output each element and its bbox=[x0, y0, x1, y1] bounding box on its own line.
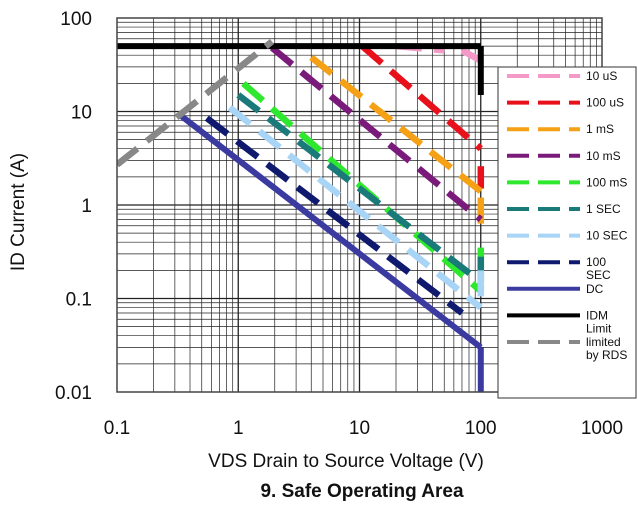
legend-entry: 100 uS bbox=[507, 96, 624, 110]
series-line bbox=[204, 115, 464, 316]
series-line bbox=[236, 92, 483, 285]
series-line bbox=[460, 47, 483, 64]
y-tick-label: 1 bbox=[81, 196, 92, 217]
chart-title: 9. Safe Operating Area bbox=[260, 481, 464, 502]
legend-entry: DC bbox=[507, 282, 604, 296]
legend-label: IDM Limit bbox=[586, 308, 612, 335]
y-tick-label: 0.1 bbox=[66, 290, 92, 311]
x-tick-label: 0.1 bbox=[104, 418, 130, 439]
legend-entry: 1 SEC bbox=[507, 202, 621, 216]
series-line bbox=[359, 43, 483, 152]
series-line bbox=[176, 111, 483, 350]
legend-label: 1 SEC bbox=[586, 202, 621, 216]
series-10-ms bbox=[269, 45, 483, 223]
tick-labels: 0.1 1 10 100 1000 100 10 1 0.1 0.01 bbox=[55, 9, 623, 439]
legend-label: 100 SEC bbox=[586, 255, 611, 282]
series-1-ms bbox=[309, 54, 485, 226]
x-tick-label: 1 bbox=[233, 418, 244, 439]
series-idm-limit bbox=[117, 43, 484, 95]
x-tick-label: 1000 bbox=[581, 418, 623, 439]
series-10-sec bbox=[227, 105, 485, 311]
series-line bbox=[269, 45, 483, 223]
legend-label: 10 mS bbox=[586, 149, 621, 163]
legend-entry: 10 SEC bbox=[507, 229, 628, 243]
legend-entry: 1 mS bbox=[507, 122, 614, 136]
legend-label: 10 uS bbox=[586, 69, 617, 83]
legend-label: 100 mS bbox=[586, 175, 627, 189]
legend-label: 100 uS bbox=[586, 96, 624, 110]
y-tick-label: 10 bbox=[71, 103, 92, 124]
legend-entry: 10 uS bbox=[507, 69, 617, 83]
y-tick-label: 0.01 bbox=[55, 383, 92, 404]
legend-entry: limited by RDS bbox=[507, 335, 627, 362]
y-tick-label: 100 bbox=[60, 9, 92, 30]
legend-entry: IDM Limit bbox=[507, 308, 612, 335]
series-100-sec bbox=[204, 115, 464, 316]
legend-label: 10 SEC bbox=[586, 229, 628, 243]
series-dc bbox=[176, 111, 484, 392]
legend-label: DC bbox=[586, 282, 604, 296]
legend: 10 uS 100 uS 1 mS 10 mS 100 mS 1 SEC 10 SEC 100… bbox=[497, 66, 637, 399]
x-axis-label: VDS Drain to Source Voltage (V) bbox=[208, 451, 484, 472]
legend-entry: 100 mS bbox=[507, 175, 627, 189]
legend-label: limited by RDS bbox=[586, 335, 627, 362]
series-limited-by-rds bbox=[117, 38, 275, 168]
series-layer bbox=[117, 38, 485, 392]
series-line bbox=[227, 105, 483, 311]
x-tick-label: 100 bbox=[465, 418, 497, 439]
legend-entry: 100 SEC bbox=[507, 255, 611, 282]
series-100-us bbox=[359, 43, 485, 189]
x-tick-label: 10 bbox=[349, 418, 370, 439]
legend-label: 1 mS bbox=[586, 122, 614, 136]
series-line bbox=[117, 38, 275, 168]
y-axis-label: ID Current (A) bbox=[8, 153, 29, 271]
legend-entry: 10 mS bbox=[507, 149, 621, 163]
